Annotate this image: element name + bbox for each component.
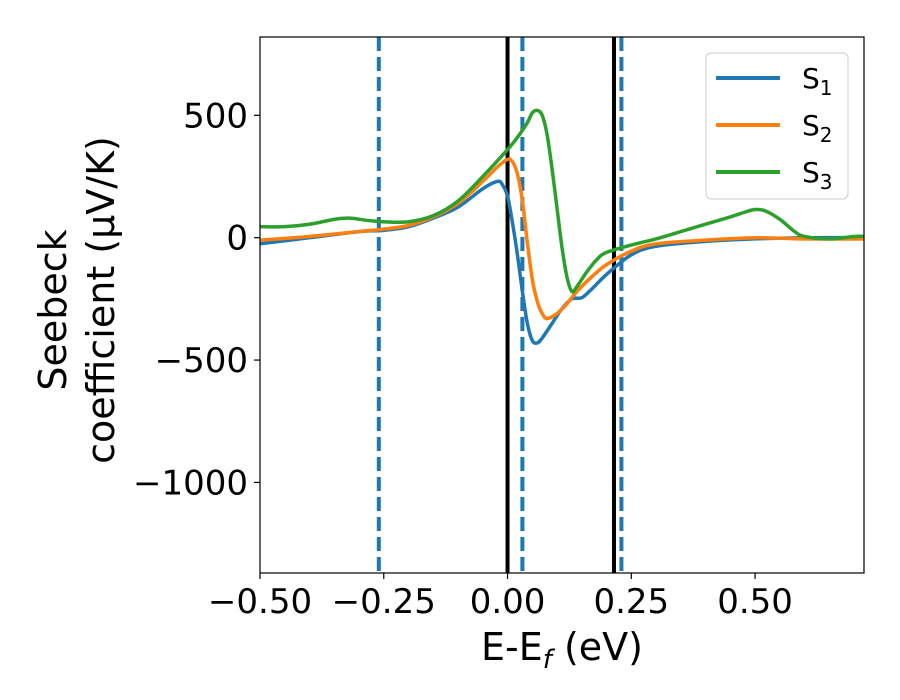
x-axis-ticks: −0.50 −0.25 0.00 0.25 0.50 [208, 573, 793, 622]
y-tick-label: 0 [226, 219, 248, 259]
plot-frame [259, 36, 865, 574]
series-line-s1 [259, 179, 865, 345]
series-lines [259, 108, 865, 345]
y-tick-label: −1000 [133, 463, 248, 503]
x-tick-label: 0.50 [717, 582, 793, 622]
x-tick-label: 0.00 [470, 582, 546, 622]
y-axis-title-line1: Seebeck [31, 229, 75, 390]
y-axis-ticks: −1000 −500 0 500 [133, 96, 260, 503]
series-line-s3 [259, 108, 865, 294]
legend-label-s3: S3 [802, 156, 833, 194]
x-tick-label: −0.50 [208, 582, 312, 622]
y-axis-title-line2: coefficient (μV/K) [79, 136, 123, 464]
y-tick-label: −500 [155, 341, 248, 381]
x-tick-label: −0.25 [332, 582, 436, 622]
x-axis-title: E-Ef (eV) [481, 625, 643, 675]
x-tick-label: 0.25 [593, 582, 669, 622]
vertical-reference-lines [376, 37, 624, 573]
y-tick-label: 500 [183, 96, 248, 136]
